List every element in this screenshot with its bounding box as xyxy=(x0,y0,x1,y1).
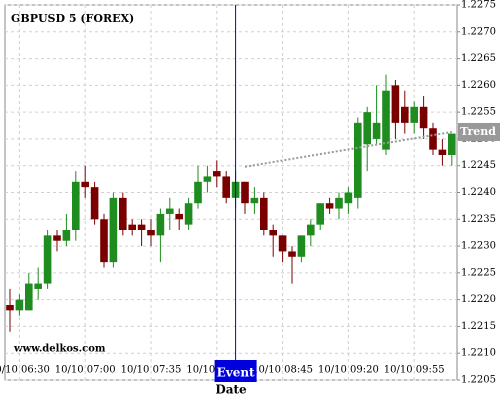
candle-body xyxy=(335,197,343,209)
candle-body xyxy=(62,230,71,241)
candle-body xyxy=(128,224,136,230)
x-tick-label: 10/10 09:20 xyxy=(318,365,379,376)
candle-body xyxy=(34,283,42,289)
event-label: Event xyxy=(217,366,255,380)
y-tick-label: 1.2230 xyxy=(461,241,496,252)
candle-body xyxy=(250,197,259,204)
candle-body xyxy=(269,230,277,236)
candle-body xyxy=(241,181,249,204)
y-tick-label: 1.2270 xyxy=(461,26,496,37)
trend-label: Trend xyxy=(460,125,496,138)
y-tick-label: 1.2265 xyxy=(461,53,496,64)
candle-body xyxy=(15,299,24,311)
candle-body xyxy=(25,283,33,311)
candle-body xyxy=(175,213,183,220)
candle-body xyxy=(354,122,362,198)
trend-line xyxy=(244,130,452,168)
candle-body xyxy=(316,203,324,225)
candle-body xyxy=(260,197,268,230)
candle-body xyxy=(278,235,287,252)
candle-body xyxy=(429,128,437,150)
candle-body xyxy=(372,122,381,139)
trend-tag xyxy=(458,122,500,141)
candle-body xyxy=(43,235,52,284)
candle-body xyxy=(222,176,230,198)
candle-body xyxy=(6,305,14,311)
candle-body xyxy=(448,133,456,155)
event-tag xyxy=(214,360,257,382)
x-tick-label: 10/10 08:45 xyxy=(252,365,313,376)
y-tick-label: 1.2240 xyxy=(461,187,496,198)
x-tick-label: 10/10 09:55 xyxy=(384,365,445,376)
candle-body xyxy=(194,181,202,204)
y-tick-label: 1.2260 xyxy=(461,80,496,91)
plot-frame xyxy=(4,4,458,381)
candle-body xyxy=(438,149,447,155)
candle-body xyxy=(410,106,418,123)
candle-body xyxy=(137,224,146,230)
y-tick-label: 1.2210 xyxy=(461,348,496,359)
y-tick-label: 1.2220 xyxy=(461,294,496,305)
candle-body xyxy=(156,213,165,236)
candle-body xyxy=(213,171,221,177)
x-tick-label: 10/10 06:30 xyxy=(0,365,50,376)
candle-body xyxy=(90,187,99,220)
chart-title: GBPUSD 5 (FOREX) xyxy=(11,12,134,25)
candle-body xyxy=(53,235,61,241)
candle-body xyxy=(297,235,306,257)
candle-body xyxy=(72,181,80,230)
candle-body xyxy=(307,224,315,236)
candle-body xyxy=(419,106,428,129)
candle-body xyxy=(100,219,108,263)
x-axis-label: Date xyxy=(215,383,247,397)
y-tick-label: 1.2255 xyxy=(461,107,496,118)
candle-body xyxy=(325,203,334,209)
watermark: www.delkos.com xyxy=(13,344,106,355)
x-tick-label: 10/10 07:35 xyxy=(121,365,182,376)
candle-body xyxy=(81,181,89,188)
y-tick-label: 1.2225 xyxy=(461,267,496,278)
candle-body xyxy=(109,197,118,263)
candle-body xyxy=(119,197,127,230)
y-tick-label: 1.2245 xyxy=(461,160,496,171)
candle-body xyxy=(166,208,174,214)
y-tick-label: 1.2275 xyxy=(461,0,496,11)
candle-body xyxy=(147,230,155,236)
candle-body xyxy=(401,106,409,123)
candle-body xyxy=(203,176,212,182)
y-tick-label: 1.2215 xyxy=(461,321,496,332)
candle-body xyxy=(344,192,353,204)
candle-body xyxy=(391,85,400,123)
candle-body xyxy=(184,203,193,225)
candle-body xyxy=(288,251,296,257)
candle-body xyxy=(363,112,371,145)
x-tick-label: 10/10 07:00 xyxy=(55,365,116,376)
y-tick-label: 1.2205 xyxy=(461,375,496,386)
y-tick-label: 1.2235 xyxy=(461,214,496,225)
candle-body xyxy=(382,90,390,150)
